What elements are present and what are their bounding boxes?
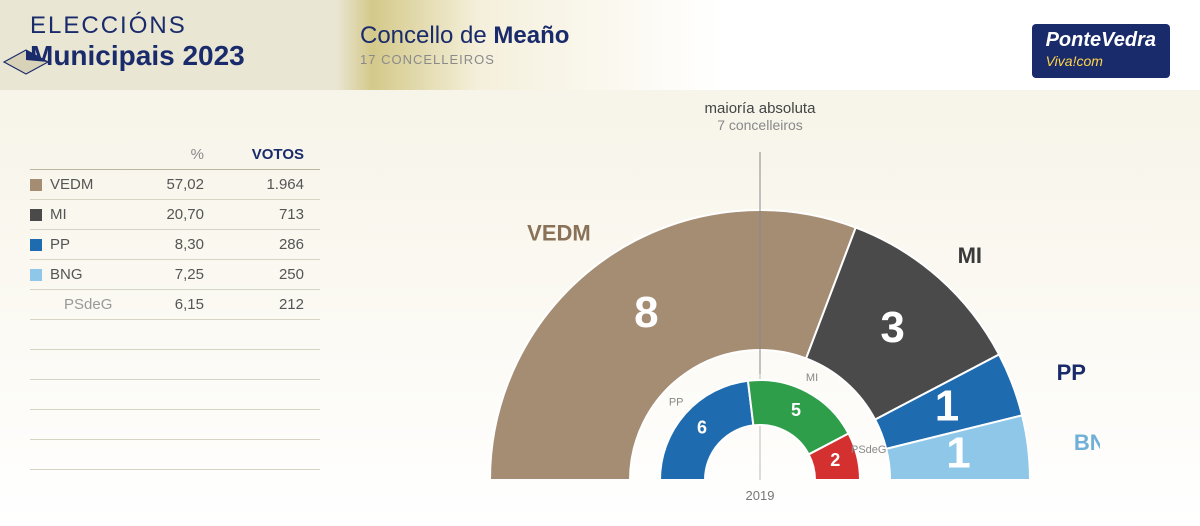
prev-party-label: PSdeG xyxy=(851,444,886,456)
title-pre: Concello de xyxy=(360,22,493,49)
seat-count: 1 xyxy=(935,382,959,431)
party-swatch xyxy=(30,239,42,251)
majority-label: maioría absoluta 7 concelleiros xyxy=(420,100,1100,134)
party-swatch xyxy=(30,209,42,221)
table-row-empty xyxy=(30,410,320,440)
party-swatch xyxy=(30,179,42,191)
party-name: BNG xyxy=(44,266,124,283)
majority-sub: 7 concelleiros xyxy=(717,117,803,133)
party-votes: 250 xyxy=(204,266,304,283)
party-votes: 1.964 xyxy=(204,176,304,193)
table-row: VEDM57,021.964 xyxy=(30,170,320,200)
title-block: Concello de Meaño 17 CONCELLEIROS xyxy=(360,22,569,67)
col-pct: % xyxy=(124,146,204,163)
table-row: PSdeG6,15212 xyxy=(30,290,320,320)
prev-year-label: 2019 xyxy=(746,488,775,503)
party-label: VEDM xyxy=(527,221,591,246)
party-votes: 286 xyxy=(204,236,304,253)
pontevedra-viva-logo: PonteVedra Viva!com xyxy=(1032,24,1170,78)
table-row: BNG7,25250 xyxy=(30,260,320,290)
party-pct: 8,30 xyxy=(124,236,204,253)
concello-title: Concello de Meaño xyxy=(360,22,569,50)
table-row-empty xyxy=(30,320,320,350)
table-row: PP8,30286 xyxy=(30,230,320,260)
brand-line2: Municipais 2023 xyxy=(30,40,245,72)
table-row-empty xyxy=(30,440,320,470)
party-pct: 20,70 xyxy=(124,206,204,223)
seat-count: 8 xyxy=(634,288,658,337)
party-label: MI xyxy=(958,243,982,268)
seat-chart: maioría absoluta 7 concelleiros 8 VEDM 3 MI… xyxy=(420,100,1100,510)
party-pct: 7,25 xyxy=(124,266,204,283)
prev-seat-count: 5 xyxy=(791,400,801,420)
logo-main: PonteVedra xyxy=(1046,29,1156,51)
party-name: VEDM xyxy=(44,176,124,193)
party-swatch xyxy=(30,299,42,311)
party-swatch xyxy=(30,269,42,281)
party-pct: 6,15 xyxy=(124,296,204,313)
party-name: PSdeG xyxy=(44,296,124,313)
party-pct: 57,02 xyxy=(124,176,204,193)
party-votes: 713 xyxy=(204,206,304,223)
logo-sub: Viva!com xyxy=(1046,53,1103,69)
party-votes: 212 xyxy=(204,296,304,313)
majority-title: maioría absoluta xyxy=(705,100,816,117)
parliament-svg: 8 VEDM 3 MI 1 PP 1 BNG 6 PP 5 MI 2 PSdeG 2019 xyxy=(420,100,1100,510)
prev-party-label: MI xyxy=(806,372,818,384)
prev-seat-count: 2 xyxy=(830,450,840,470)
prev-party-label: PP xyxy=(669,397,684,409)
table-row-empty xyxy=(30,350,320,380)
title-name: Meaño xyxy=(493,22,569,49)
brand-block: ELECCIÓNS Municipais 2023 xyxy=(30,12,245,72)
seat-count: 1 xyxy=(946,429,970,478)
party-label: PP xyxy=(1057,360,1086,385)
brand-line1: ELECCIÓNS xyxy=(30,12,245,40)
table-header: % VOTOS xyxy=(30,140,320,170)
col-votes: VOTOS xyxy=(204,146,304,163)
seat-count: 3 xyxy=(880,303,904,352)
concelleiros-count: 17 CONCELLEIROS xyxy=(360,52,569,67)
table-row: MI20,70713 xyxy=(30,200,320,230)
table-row-empty xyxy=(30,380,320,410)
ballot-icon xyxy=(0,42,56,82)
prev-seat-count: 6 xyxy=(697,417,707,437)
results-table: % VOTOS VEDM57,021.964MI20,70713PP8,3028… xyxy=(30,140,320,470)
party-label: BNG xyxy=(1074,430,1100,455)
party-name: MI xyxy=(44,206,124,223)
party-name: PP xyxy=(44,236,124,253)
